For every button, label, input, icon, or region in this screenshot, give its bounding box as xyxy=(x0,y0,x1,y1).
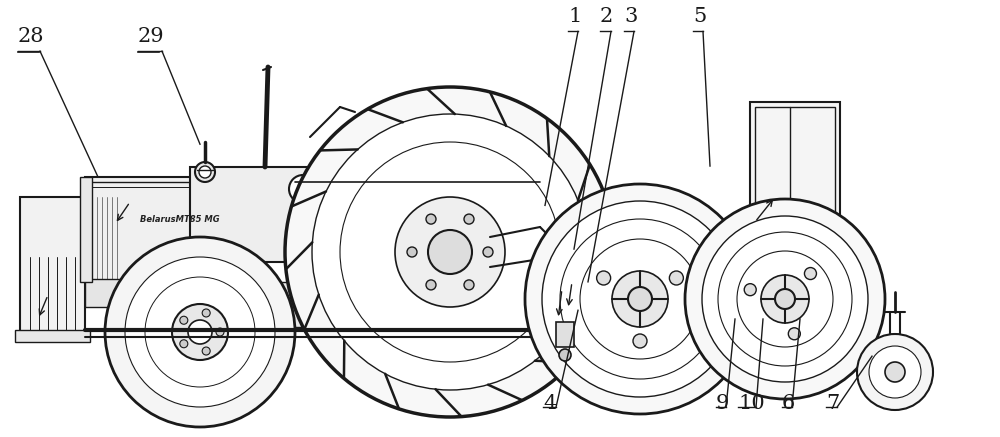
Circle shape xyxy=(597,271,611,285)
Circle shape xyxy=(669,271,683,285)
Circle shape xyxy=(788,328,800,340)
Text: BelarusMT85 MG: BelarusMT85 MG xyxy=(140,215,220,224)
Circle shape xyxy=(199,166,211,178)
Circle shape xyxy=(464,214,474,224)
Circle shape xyxy=(628,287,652,311)
Bar xyxy=(235,282,320,327)
Text: 1: 1 xyxy=(568,7,581,26)
Circle shape xyxy=(560,219,720,379)
Bar xyxy=(150,282,230,332)
Circle shape xyxy=(216,328,224,336)
Circle shape xyxy=(428,230,472,274)
Text: 4: 4 xyxy=(543,394,556,413)
Circle shape xyxy=(580,239,700,359)
Circle shape xyxy=(180,316,188,324)
Bar xyxy=(80,177,92,282)
Bar xyxy=(20,197,85,337)
Circle shape xyxy=(559,349,571,361)
Text: 5: 5 xyxy=(693,7,706,26)
Circle shape xyxy=(202,347,210,355)
Circle shape xyxy=(195,162,215,182)
Circle shape xyxy=(633,334,647,348)
Bar xyxy=(85,279,260,307)
Circle shape xyxy=(188,320,212,344)
Circle shape xyxy=(557,281,573,297)
Bar xyxy=(555,272,575,342)
Circle shape xyxy=(145,277,255,387)
Text: 9: 9 xyxy=(716,394,729,413)
Circle shape xyxy=(702,216,868,382)
Circle shape xyxy=(426,280,436,290)
Circle shape xyxy=(285,87,615,417)
Circle shape xyxy=(885,362,905,382)
Circle shape xyxy=(542,201,738,397)
Circle shape xyxy=(202,309,210,317)
Bar xyxy=(85,177,260,282)
Text: 7: 7 xyxy=(826,394,839,413)
Circle shape xyxy=(804,267,816,280)
Circle shape xyxy=(105,237,295,427)
Circle shape xyxy=(483,247,493,257)
Circle shape xyxy=(869,346,921,398)
Circle shape xyxy=(685,199,885,399)
Text: 6: 6 xyxy=(782,394,795,413)
Bar xyxy=(556,322,574,347)
Circle shape xyxy=(125,257,275,407)
Circle shape xyxy=(289,175,317,203)
Circle shape xyxy=(718,232,852,366)
Circle shape xyxy=(612,271,668,327)
Circle shape xyxy=(407,247,417,257)
Circle shape xyxy=(172,304,228,360)
Circle shape xyxy=(737,251,833,347)
Circle shape xyxy=(180,340,188,348)
Circle shape xyxy=(426,214,436,224)
Text: 10: 10 xyxy=(738,394,765,413)
Bar xyxy=(330,152,365,167)
Circle shape xyxy=(744,284,756,296)
Circle shape xyxy=(775,289,795,309)
Text: 2: 2 xyxy=(600,7,613,26)
Circle shape xyxy=(464,280,474,290)
Text: 3: 3 xyxy=(624,7,637,26)
Text: 28: 28 xyxy=(18,27,44,46)
Bar xyxy=(15,330,90,342)
Bar xyxy=(558,317,572,337)
Bar xyxy=(190,167,325,262)
Circle shape xyxy=(340,142,560,362)
Circle shape xyxy=(857,334,933,410)
Circle shape xyxy=(761,275,809,323)
Bar xyxy=(750,102,840,282)
Circle shape xyxy=(525,184,755,414)
Text: 29: 29 xyxy=(138,27,165,46)
Circle shape xyxy=(312,114,588,390)
Circle shape xyxy=(395,197,505,307)
Bar xyxy=(755,107,835,277)
